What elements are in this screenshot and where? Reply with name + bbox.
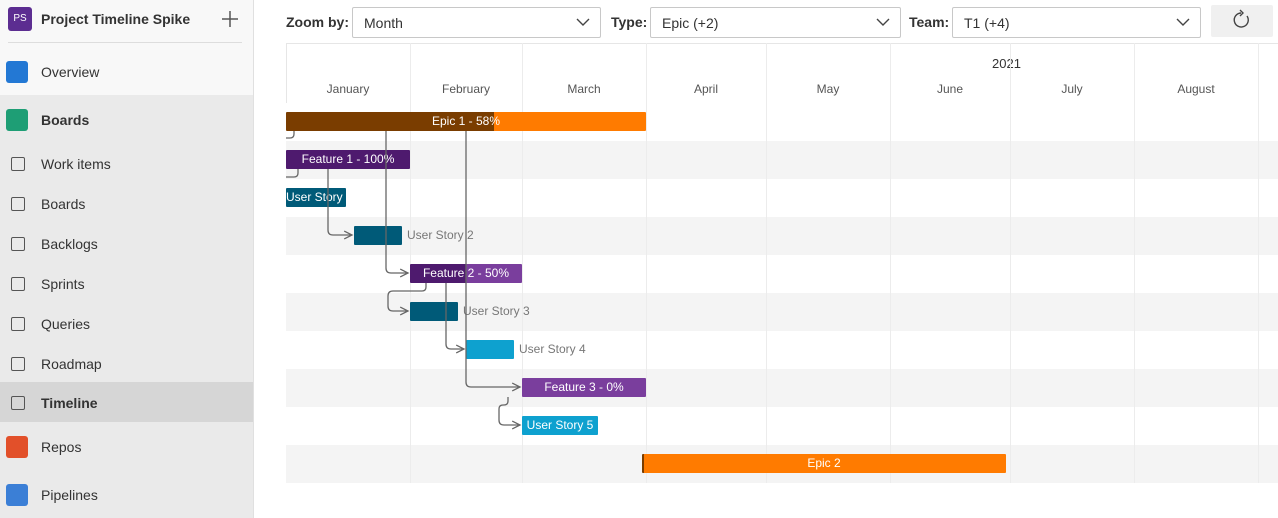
nav-icon <box>11 157 25 171</box>
work-item-bar[interactable]: Feature 3 - 0% <box>522 378 646 397</box>
grid-line <box>1134 43 1135 483</box>
nav-item[interactable]: Backlogs <box>0 224 253 264</box>
nav-icon <box>11 357 25 371</box>
grid-line <box>646 43 647 483</box>
nav-item[interactable]: Pipelines <box>0 475 253 515</box>
nav-item[interactable]: Work items <box>0 144 253 184</box>
grid-line <box>522 43 523 483</box>
work-item-bar[interactable]: User Story 5 <box>522 416 598 435</box>
month-label: January <box>326 82 370 96</box>
nav-item[interactable]: Boards <box>0 100 253 140</box>
zoom-value: Month <box>364 14 403 31</box>
nav-item[interactable]: Timeline <box>0 383 253 423</box>
nav-icon <box>6 109 28 131</box>
work-item-bar[interactable]: User Story 1 <box>286 188 353 207</box>
zoom-label: Zoom by: <box>286 14 349 30</box>
timeline-row <box>286 369 1278 407</box>
nav-item[interactable]: Boards <box>0 184 253 224</box>
year-label: 2021 <box>992 56 1021 71</box>
month-label: March <box>567 82 601 96</box>
nav-item[interactable]: Sprints <box>0 264 253 304</box>
month-label: August <box>1177 82 1215 96</box>
month-label: April <box>693 82 718 96</box>
team-dropdown[interactable]: T1 (+4) <box>952 7 1201 38</box>
zoom-dropdown[interactable]: Month <box>352 7 601 38</box>
work-item-bar[interactable]: Feature 2 - 50% <box>410 264 522 283</box>
project-icon: PS <box>8 7 32 31</box>
nav-label: Boards <box>41 112 90 128</box>
work-item-label: User Story 2 <box>407 228 474 242</box>
nav-icon <box>6 436 28 458</box>
nav-icon <box>6 61 28 83</box>
month-label: June <box>936 82 964 96</box>
work-item-label: User Story 3 <box>463 304 530 318</box>
boards-section <box>0 95 253 518</box>
refresh-button[interactable] <box>1211 5 1273 37</box>
sidebar: PS Project Timeline Spike Overview Boards… <box>0 0 254 518</box>
work-item-bar[interactable] <box>354 226 402 245</box>
grid-line <box>1010 43 1011 483</box>
add-button[interactable] <box>221 10 239 28</box>
nav-icon <box>11 237 25 251</box>
nav-icon <box>11 317 25 331</box>
nav-item[interactable]: Roadmap <box>0 344 253 384</box>
nav-label: Timeline <box>41 395 98 411</box>
nav-label: Repos <box>41 439 82 455</box>
nav-label: Roadmap <box>41 356 102 372</box>
nav-item[interactable]: Overview <box>0 52 253 92</box>
grid-line <box>766 43 767 483</box>
selected-item <box>0 382 253 422</box>
timeline-row <box>286 407 1278 445</box>
nav-item[interactable]: Repos <box>0 427 253 467</box>
project-name[interactable]: Project Timeline Spike <box>41 11 191 27</box>
timeline-row <box>286 141 1278 179</box>
nav-item[interactable]: Queries <box>0 304 253 344</box>
timeline-row <box>286 217 1278 255</box>
type-label: Type: <box>611 14 648 30</box>
month-label: July <box>1061 82 1083 96</box>
work-item-label: User Story 4 <box>519 342 586 356</box>
nav-label: Pipelines <box>41 487 98 503</box>
nav-label: Queries <box>41 316 91 332</box>
work-item-bar[interactable]: Feature 1 - 100% <box>286 150 410 169</box>
team-label: Team: <box>909 14 950 30</box>
nav-label: Work items <box>41 156 111 172</box>
nav-label: Overview <box>41 64 100 80</box>
nav-label: Backlogs <box>41 236 98 252</box>
grid-line <box>1258 43 1259 483</box>
nav-icon <box>11 277 25 291</box>
nav-icon <box>11 396 25 410</box>
type-dropdown[interactable]: Epic (+2) <box>650 7 901 38</box>
work-item-bar[interactable]: Epic 1 - 58% <box>286 112 646 131</box>
work-item-bar[interactable]: Epic 2 <box>642 454 1006 473</box>
nav-label: Sprints <box>41 276 85 292</box>
separator <box>8 42 242 43</box>
nav-label: Boards <box>41 196 86 212</box>
type-value: Epic (+2) <box>662 14 719 31</box>
nav-icon <box>11 197 25 211</box>
timeline-row <box>286 179 1278 217</box>
month-label: May <box>816 82 840 96</box>
work-item-bar[interactable] <box>410 302 458 321</box>
nav-icon <box>6 484 28 506</box>
team-value: T1 (+4) <box>964 14 1010 31</box>
timeline-row <box>286 331 1278 369</box>
work-item-bar[interactable] <box>466 340 514 359</box>
month-label: February <box>441 82 491 96</box>
grid-line <box>410 43 411 483</box>
grid-line <box>890 43 891 483</box>
